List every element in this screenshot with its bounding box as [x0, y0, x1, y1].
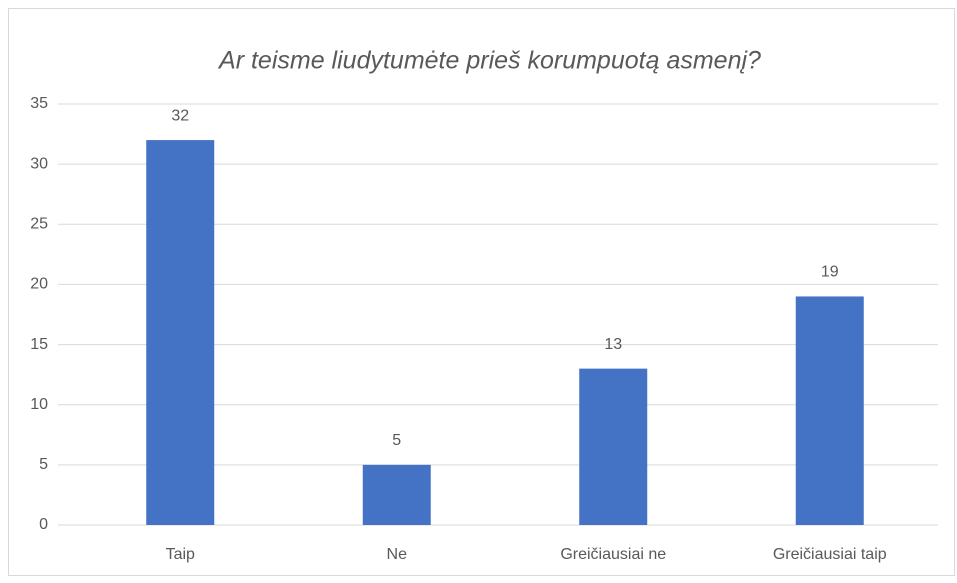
data-label: 5 [392, 432, 401, 449]
y-tick-label: 5 [39, 456, 48, 473]
x-tick-label: Taip [166, 546, 195, 563]
y-tick-label: 35 [30, 95, 48, 112]
x-tick-label: Greičiausiai taip [773, 546, 887, 563]
bar [362, 464, 431, 525]
data-label: 13 [604, 336, 622, 353]
bar [146, 140, 215, 526]
x-tick-label: Ne [387, 546, 408, 563]
data-label: 32 [171, 107, 189, 124]
y-tick-label: 15 [30, 336, 48, 353]
y-tick-label: 0 [39, 516, 48, 533]
chart-title: Ar teisme liudytumėte prieš korumpuotą a… [217, 47, 761, 75]
y-tick-label: 20 [30, 276, 48, 293]
y-tick-label: 10 [30, 396, 48, 413]
x-tick-label: Greičiausiai ne [560, 546, 666, 563]
y-tick-label: 25 [30, 216, 48, 233]
bar [795, 296, 864, 525]
bar [579, 368, 648, 525]
y-tick-label: 30 [30, 155, 48, 172]
data-label: 19 [821, 264, 839, 281]
